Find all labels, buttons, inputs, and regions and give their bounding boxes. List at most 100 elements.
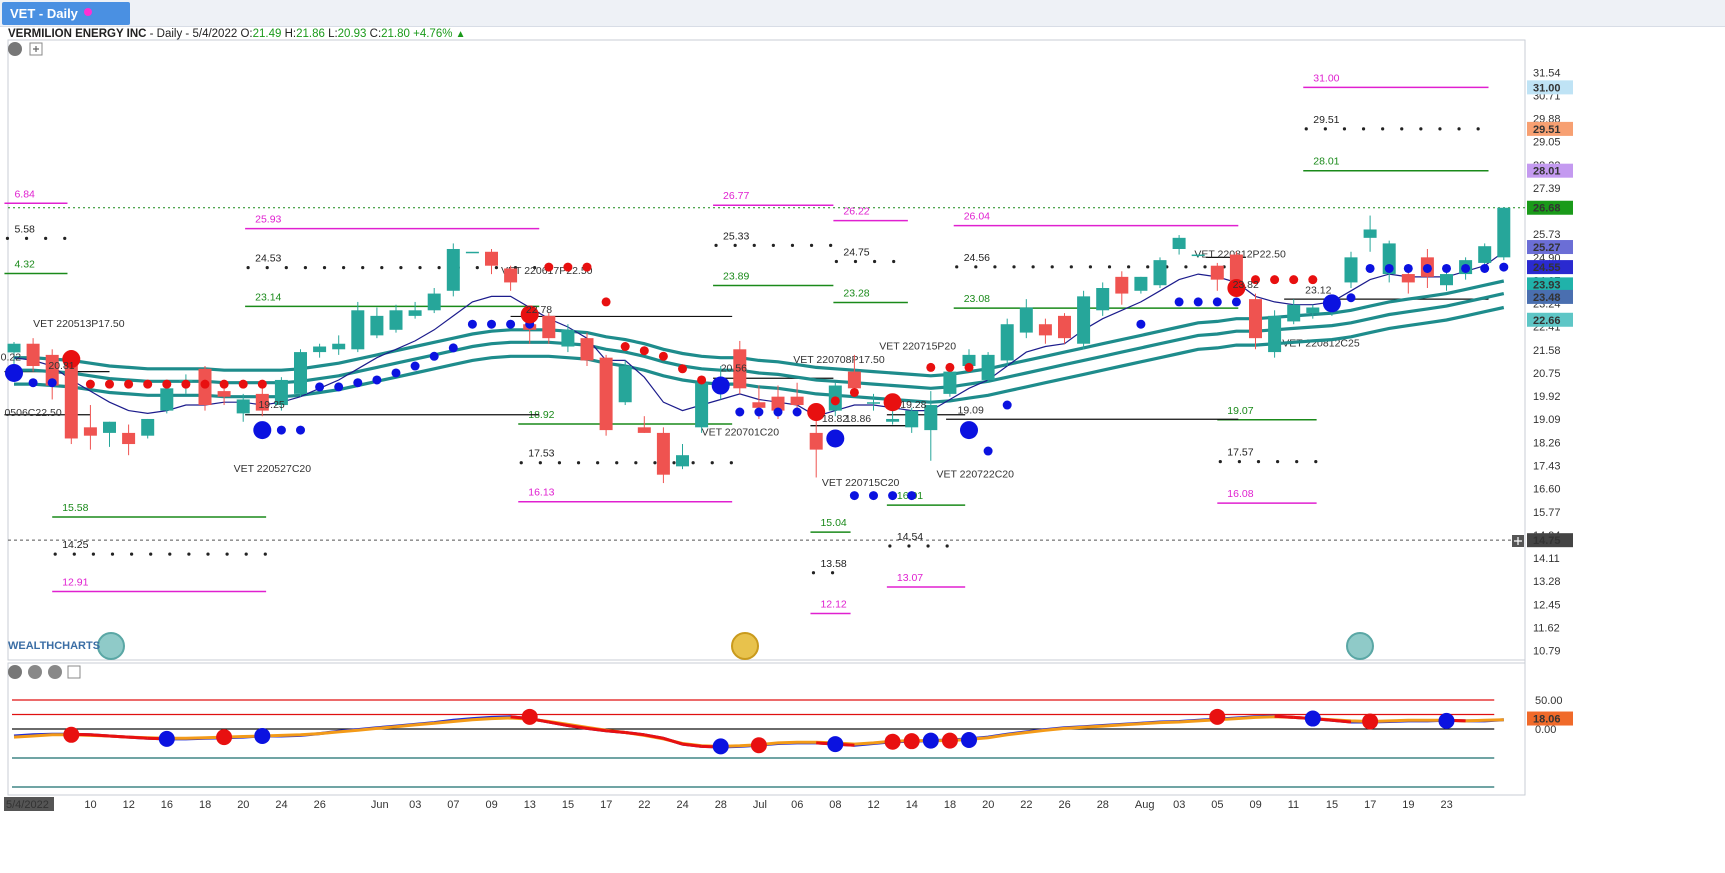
add-panel-icon[interactable] — [67, 665, 81, 679]
x-axis-tick: 15 — [562, 799, 574, 811]
candle[interactable] — [313, 343, 327, 358]
candle[interactable] — [446, 243, 460, 297]
price-marker-bg — [1527, 260, 1573, 275]
refresh-icon[interactable] — [8, 42, 22, 56]
candle[interactable] — [1191, 254, 1205, 258]
level-dot — [790, 243, 795, 247]
candle[interactable] — [1363, 215, 1377, 252]
candle[interactable] — [599, 354, 613, 436]
candle[interactable] — [1497, 207, 1511, 261]
candle[interactable] — [1115, 271, 1129, 305]
candle[interactable] — [122, 424, 136, 456]
candle[interactable] — [981, 352, 995, 383]
candle[interactable] — [790, 382, 804, 411]
candle[interactable] — [1306, 304, 1320, 319]
candle[interactable] — [580, 332, 594, 367]
candle[interactable] — [141, 418, 155, 439]
candle[interactable] — [695, 377, 709, 433]
red-signal-dot — [807, 403, 826, 421]
candle[interactable] — [847, 354, 861, 394]
chart-tab[interactable]: VET - Daily — [2, 2, 130, 25]
panel-settings-icon[interactable] — [8, 665, 22, 679]
candle[interactable] — [370, 307, 384, 339]
candle[interactable] — [924, 391, 938, 461]
candle[interactable] — [1058, 313, 1071, 344]
level-label: 14.54 — [897, 531, 923, 543]
candle[interactable] — [408, 301, 422, 319]
blue-signal-dot — [983, 446, 993, 456]
collapse-down-icon[interactable] — [28, 665, 42, 679]
x-axis-tick: 08 — [829, 799, 841, 811]
candle[interactable] — [427, 288, 441, 314]
candle[interactable] — [236, 393, 250, 422]
candle[interactable] — [1077, 290, 1091, 350]
trend-arrow-icon[interactable] — [1346, 632, 1374, 660]
symbol-info-bar: VERMILION ENERGY INC - Daily - 5/4/2022 … — [8, 28, 466, 40]
candle-body — [1344, 257, 1358, 283]
candle[interactable] — [1249, 293, 1262, 350]
candle[interactable] — [465, 251, 479, 254]
price-marker: 28.01 — [1527, 163, 1573, 178]
oscillator-down-segment — [605, 729, 626, 734]
level-dot — [1203, 265, 1207, 269]
collapse-up-icon[interactable] — [48, 665, 62, 679]
candle[interactable] — [1019, 299, 1033, 339]
candle[interactable] — [1210, 262, 1224, 291]
red-cross-dot — [1209, 708, 1226, 725]
level-dot — [1256, 460, 1261, 464]
candle[interactable] — [905, 407, 919, 433]
blue-signal-dot — [353, 378, 363, 388]
candle[interactable] — [561, 324, 575, 353]
candle[interactable] — [656, 427, 670, 484]
candle[interactable] — [733, 340, 747, 394]
candle[interactable] — [1096, 282, 1110, 316]
candle[interactable] — [332, 335, 346, 355]
candle[interactable] — [160, 385, 174, 414]
candle[interactable] — [274, 377, 288, 411]
candle[interactable] — [618, 360, 632, 406]
candle[interactable] — [485, 248, 498, 275]
candle[interactable] — [103, 421, 116, 447]
candle[interactable] — [943, 368, 957, 397]
candle[interactable] — [45, 349, 59, 400]
level-label: 12.12 — [820, 598, 846, 610]
blue-signal-dot — [1422, 263, 1432, 273]
x-axis-tick: 17 — [1364, 799, 1376, 811]
level-dot — [771, 243, 775, 247]
candle[interactable] — [504, 265, 518, 291]
candle[interactable] — [83, 405, 97, 450]
oscillator-down-segment — [90, 733, 110, 738]
candle[interactable] — [1172, 235, 1186, 255]
candle[interactable] — [1268, 310, 1282, 358]
candle[interactable] — [542, 313, 556, 344]
candle[interactable] — [351, 301, 365, 353]
candle[interactable] — [676, 444, 689, 470]
x-axis-tick: 22 — [1020, 799, 1032, 811]
tab-color-dot-icon[interactable] — [84, 8, 92, 16]
candle[interactable] — [1344, 251, 1358, 288]
candle[interactable] — [1038, 318, 1052, 344]
candle[interactable] — [1000, 318, 1014, 367]
candle-body — [905, 410, 919, 428]
replay-clock-icon[interactable] — [731, 632, 759, 660]
level-dot — [322, 266, 327, 270]
candle[interactable] — [255, 385, 269, 417]
candle-body — [981, 354, 995, 380]
left-scroll-icon[interactable] — [97, 632, 125, 660]
candle[interactable] — [64, 357, 78, 445]
candle[interactable] — [26, 338, 40, 372]
candle[interactable] — [7, 342, 21, 368]
candle[interactable] — [1153, 257, 1167, 288]
candle[interactable] — [637, 416, 651, 433]
candle[interactable] — [809, 413, 823, 478]
candle[interactable] — [294, 349, 307, 397]
blue-signal-dot — [1346, 293, 1356, 303]
candle[interactable] — [389, 304, 403, 333]
value-tag: 18.86 — [845, 413, 871, 425]
candle[interactable] — [1287, 299, 1301, 325]
candle[interactable] — [217, 385, 231, 406]
x-axis-tick: 14 — [906, 799, 918, 811]
candle[interactable] — [867, 393, 880, 411]
candle[interactable] — [1134, 276, 1148, 294]
